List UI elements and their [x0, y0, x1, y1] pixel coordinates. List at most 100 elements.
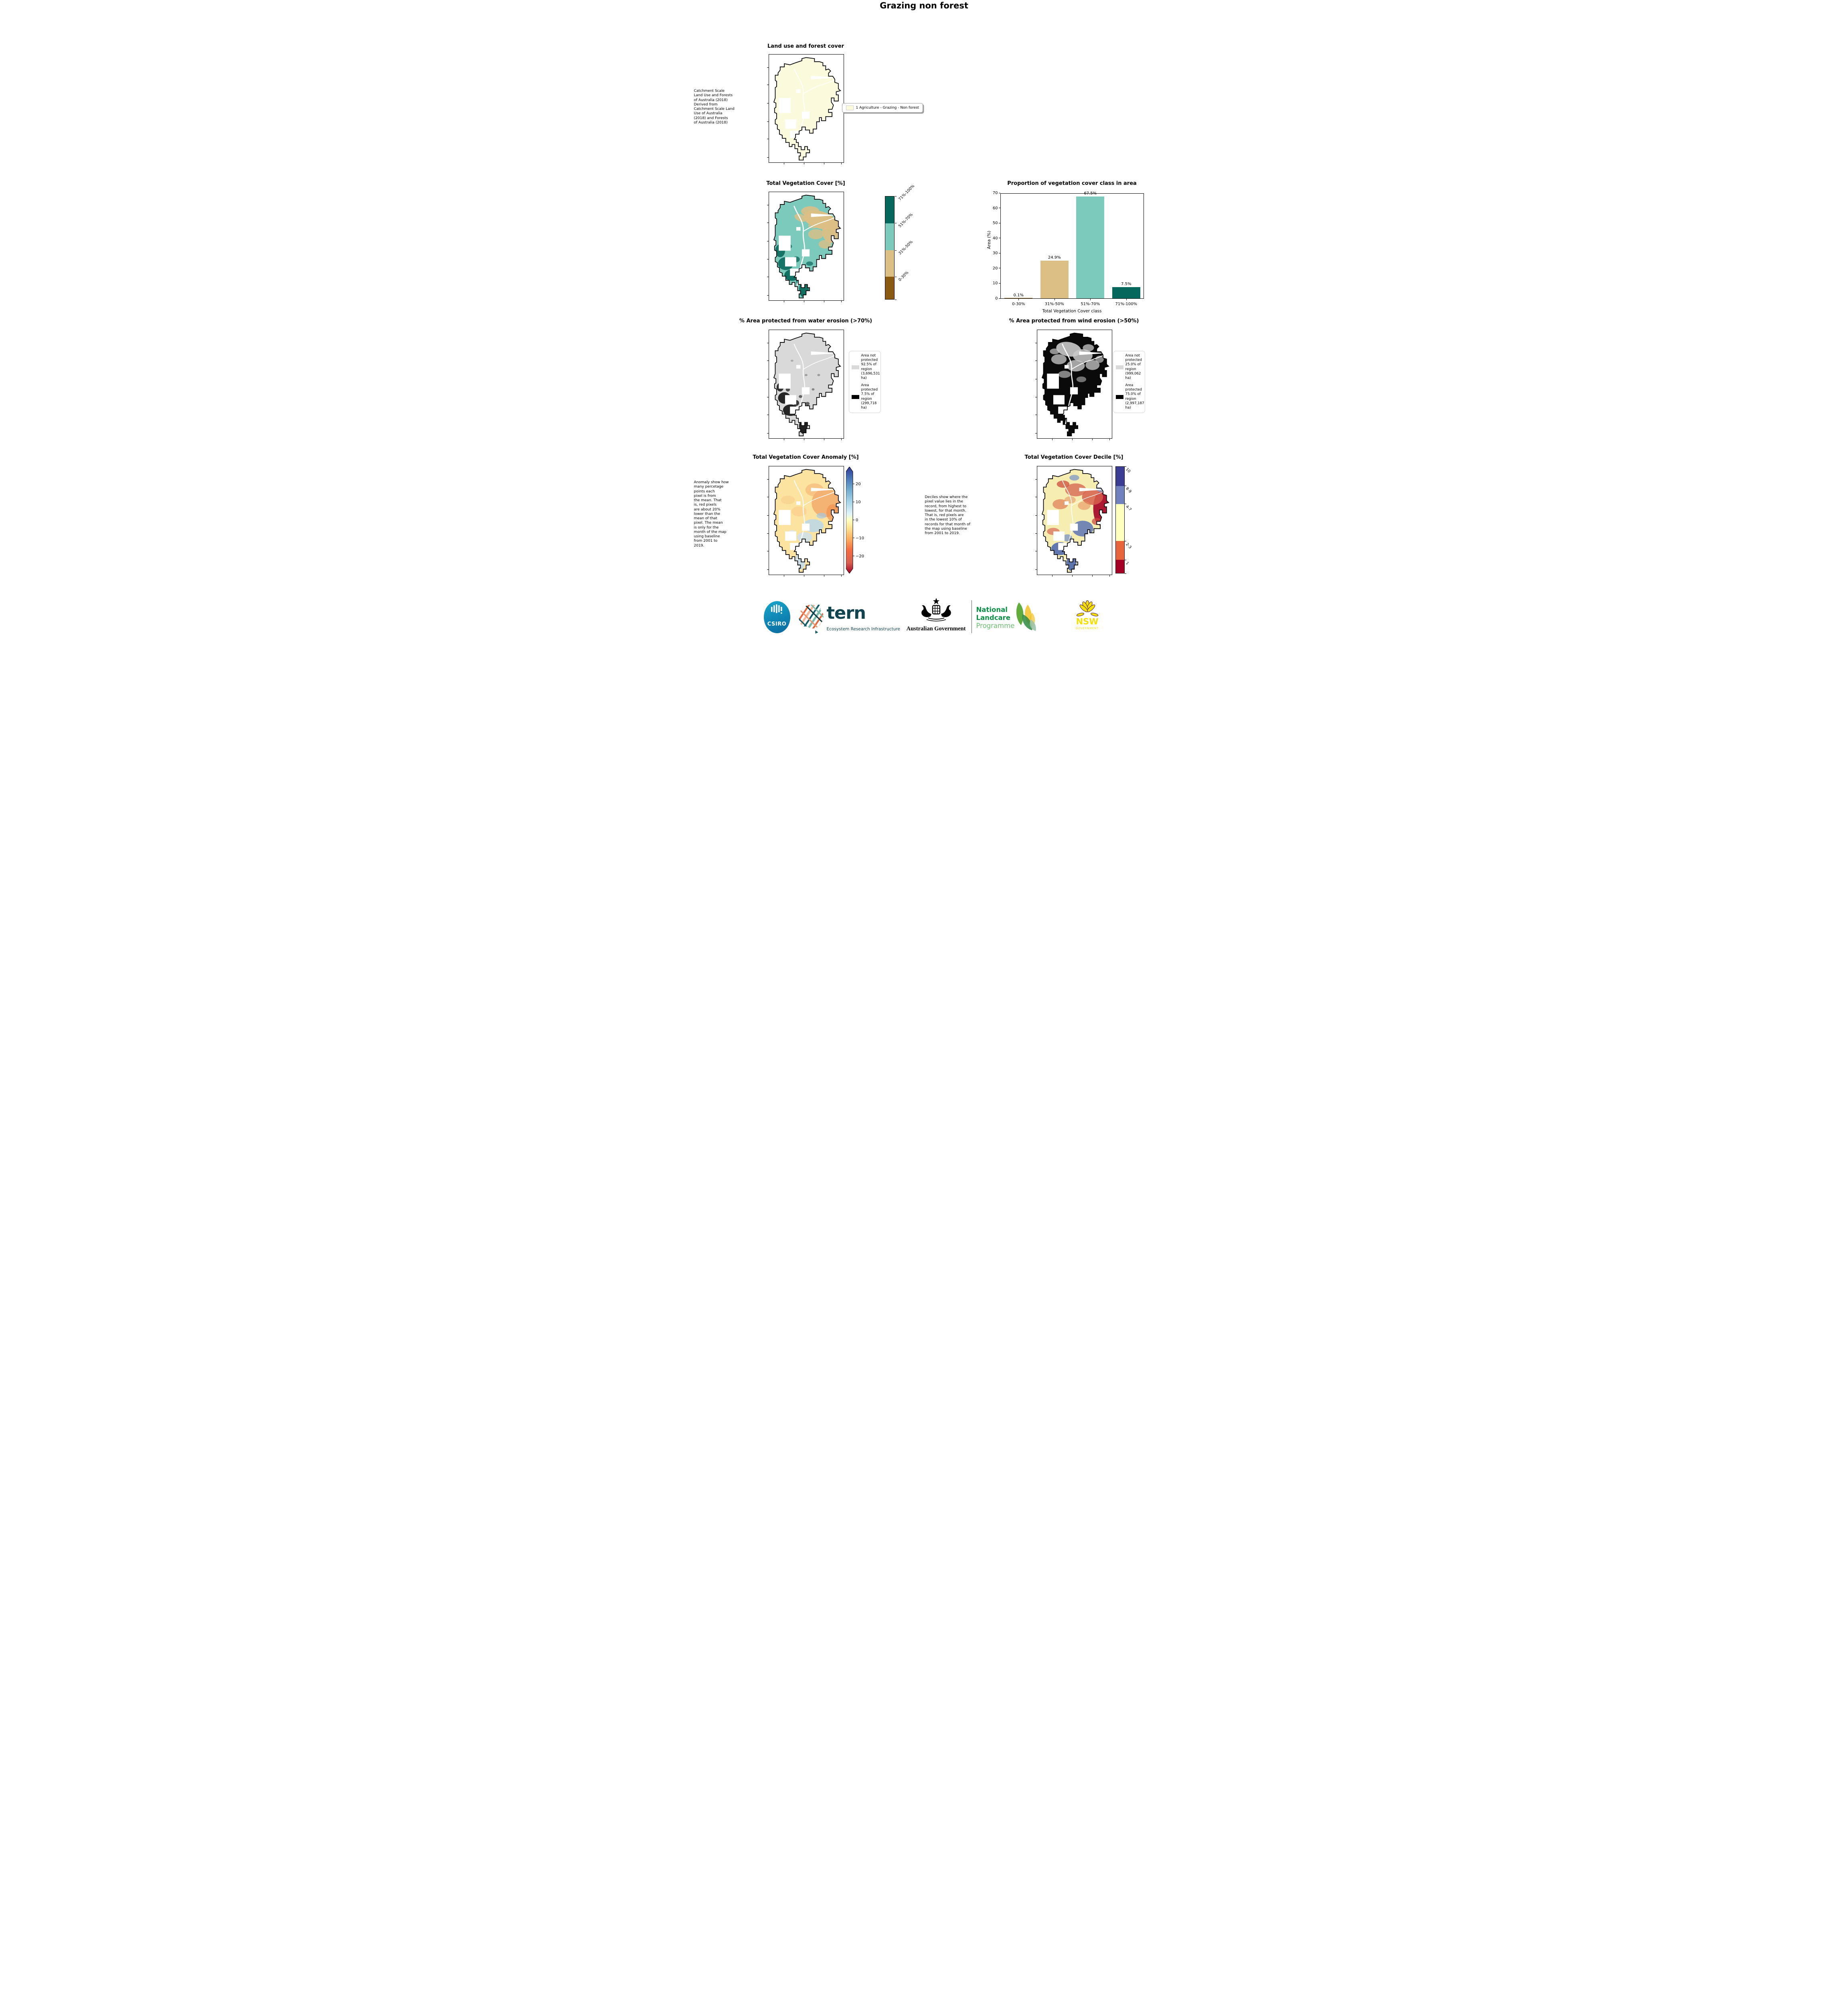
decile-colorbar-segment — [1115, 541, 1124, 560]
decile-colorbar-segment — [1115, 559, 1124, 573]
axis-tick — [1109, 439, 1110, 440]
bar-71%-100% — [1112, 287, 1140, 298]
veg-cover-map — [767, 192, 844, 302]
decile-colorbar-label: 10 — [1124, 467, 1131, 474]
y-tick-label: 50 — [992, 221, 998, 226]
axis-tick — [1092, 575, 1093, 577]
landcare-leaves-icon — [1016, 602, 1036, 631]
axis-tick — [1052, 575, 1053, 577]
axis-tick — [767, 533, 769, 534]
wind-erosion-legend: Area not protected 25.0% of region (999,… — [1113, 351, 1145, 413]
x-tick-label: 51%-70% — [1081, 302, 1100, 306]
page-title: Grazing non forest — [880, 1, 968, 10]
bar-value-label: 0.1% — [1013, 293, 1024, 298]
axis-tick — [841, 439, 842, 440]
y-tick-label: 20 — [992, 266, 998, 271]
report-page: Grazing non forest Land use and forest c… — [693, 0, 1155, 634]
water-erosion-title: % Area protected from water erosion (>70… — [739, 318, 872, 324]
veg-colorbar-segment — [885, 276, 894, 299]
land-use-map — [767, 54, 844, 164]
bar-31%-50% — [1040, 261, 1069, 298]
axis-tick — [1072, 439, 1073, 440]
australian-government-label: Australian Government — [906, 626, 966, 632]
x-tick-label: 0-30% — [1012, 302, 1025, 306]
veg-colorbar-label: 0-30% — [897, 270, 909, 283]
colorbar-tick — [1124, 573, 1126, 574]
anomaly-colorbar: 20 10 0 −10 −20 — [846, 466, 874, 574]
tern-subtitle: Ecosystem Research Infrastructure — [826, 627, 900, 632]
tern-australia-art-icon — [799, 604, 824, 634]
csiro-hand-icon — [771, 604, 782, 614]
land-use-note: Catchment Scale Land Use and Forests of … — [694, 89, 735, 125]
decile-colorbar-bar — [1115, 466, 1125, 573]
y-tick-label: 10 — [992, 281, 998, 286]
area-not-protected-label: Area not protected 92.5% of region (3,69… — [861, 354, 880, 380]
area-not-protected-label: Area not protected 25.0% of region (999,… — [1125, 354, 1142, 380]
decile-title: Total Vegetation Cover Decile [%] — [1024, 454, 1123, 460]
y-tick-label: 40 — [992, 236, 998, 241]
veg-colorbar-label: 71%-100% — [897, 184, 915, 202]
veg-cover-title: Total Vegetation Cover [%] — [766, 180, 845, 186]
axis-tick — [998, 298, 1000, 299]
axis-tick — [767, 295, 769, 296]
bar-value-label: 24.9% — [1048, 255, 1061, 260]
nsw-government-logo: NSW GOVERNMENT — [1072, 596, 1103, 634]
axis-tick — [1035, 479, 1037, 480]
decile-note: Deciles show where the pixel value lies … — [925, 495, 970, 535]
axis-tick — [1109, 575, 1110, 577]
axis-tick — [1072, 575, 1073, 577]
area-not-protected-swatch — [851, 365, 859, 369]
svg-text:20: 20 — [856, 482, 861, 486]
axis-tick — [767, 479, 769, 480]
axis-tick — [998, 283, 1000, 284]
decile-colorbar-label: 2-3 — [1124, 542, 1132, 550]
veg-colorbar-bar — [885, 196, 895, 300]
axis-tick — [1035, 569, 1037, 570]
axis-tick — [767, 515, 769, 516]
axis-tick — [1035, 533, 1037, 534]
axis-tick — [1035, 360, 1037, 361]
area-not-protected-swatch — [1115, 365, 1123, 369]
colorbar-tick — [895, 250, 897, 251]
axis-tick — [767, 569, 769, 570]
area-protected-label: Area protected 75.0% of region (2,997,18… — [1125, 383, 1144, 410]
axis-tick — [1035, 515, 1037, 516]
water-erosion-map — [767, 330, 844, 440]
x-axis-label: Total Vegetation Cover class — [1042, 309, 1102, 314]
x-tick-label: 71%-100% — [1115, 302, 1137, 306]
legend-item: Area not protected 25.0% of region (999,… — [1115, 354, 1142, 381]
svg-text:−10: −10 — [856, 536, 864, 541]
y-tick-label: 70 — [992, 191, 998, 195]
veg-colorbar-segment — [885, 223, 894, 251]
bar-value-label: 67.5% — [1084, 191, 1097, 196]
colorbar-tick — [1124, 466, 1126, 467]
decile-colorbar-segment — [1115, 486, 1124, 504]
y-tick-label: 30 — [992, 251, 998, 256]
axis-tick — [767, 67, 769, 68]
chart-title: Proportion of vegetation cover class in … — [1007, 180, 1137, 186]
tern-logo: tern — [826, 603, 866, 623]
australian-government-crest-icon — [921, 598, 951, 622]
nsw-sublabel: GOVERNMENT — [1075, 627, 1099, 630]
axis-tick — [767, 157, 769, 158]
veg-colorbar-label: 31%-50% — [897, 239, 914, 256]
legend-item: Area not protected 92.5% of region (3,69… — [851, 354, 880, 381]
legend-item: Area protected 7.5% of region (299,718 h… — [851, 383, 878, 410]
axis-tick — [1052, 439, 1053, 440]
bar-51%-70% — [1076, 196, 1105, 298]
axis-tick — [1018, 299, 1019, 300]
axis-tick — [841, 301, 842, 302]
axis-tick — [1126, 299, 1127, 300]
y-axis-label: Area (%) — [986, 230, 992, 249]
landcare-line1: National — [976, 606, 1008, 614]
axis-tick — [1092, 439, 1093, 440]
y-tick-label: 0 — [995, 296, 998, 301]
area-protected-swatch — [851, 395, 859, 399]
nsw-waratah-icon — [1076, 600, 1098, 616]
area-protected-swatch — [1115, 395, 1123, 399]
water-erosion-legend: Area not protected 92.5% of region (3,69… — [848, 351, 881, 413]
axis-tick — [841, 163, 842, 164]
csiro-logo: CSIRO — [763, 601, 790, 633]
anomaly-map — [767, 466, 844, 577]
nsw-label: NSW — [1076, 617, 1099, 626]
